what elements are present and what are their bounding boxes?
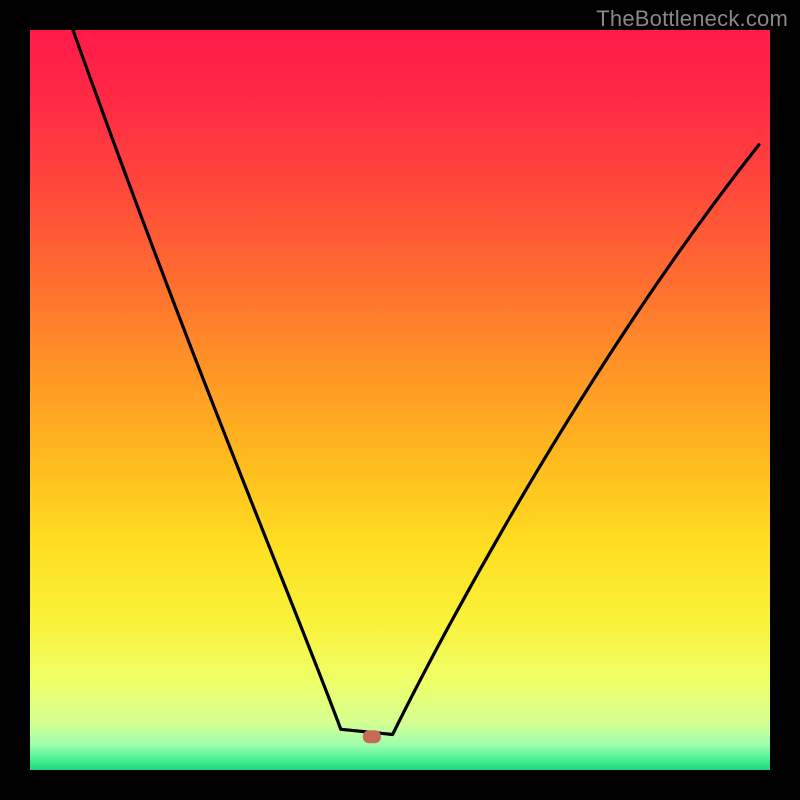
optimal-marker — [363, 730, 381, 743]
chart-container: TheBottleneck.com — [0, 0, 800, 800]
watermark-text: TheBottleneck.com — [596, 6, 788, 32]
bottleneck-chart — [0, 0, 800, 800]
plot-gradient-background — [30, 30, 770, 770]
